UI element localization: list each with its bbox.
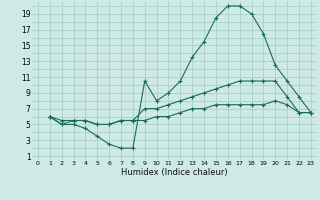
X-axis label: Humidex (Indice chaleur): Humidex (Indice chaleur) [121,168,228,177]
